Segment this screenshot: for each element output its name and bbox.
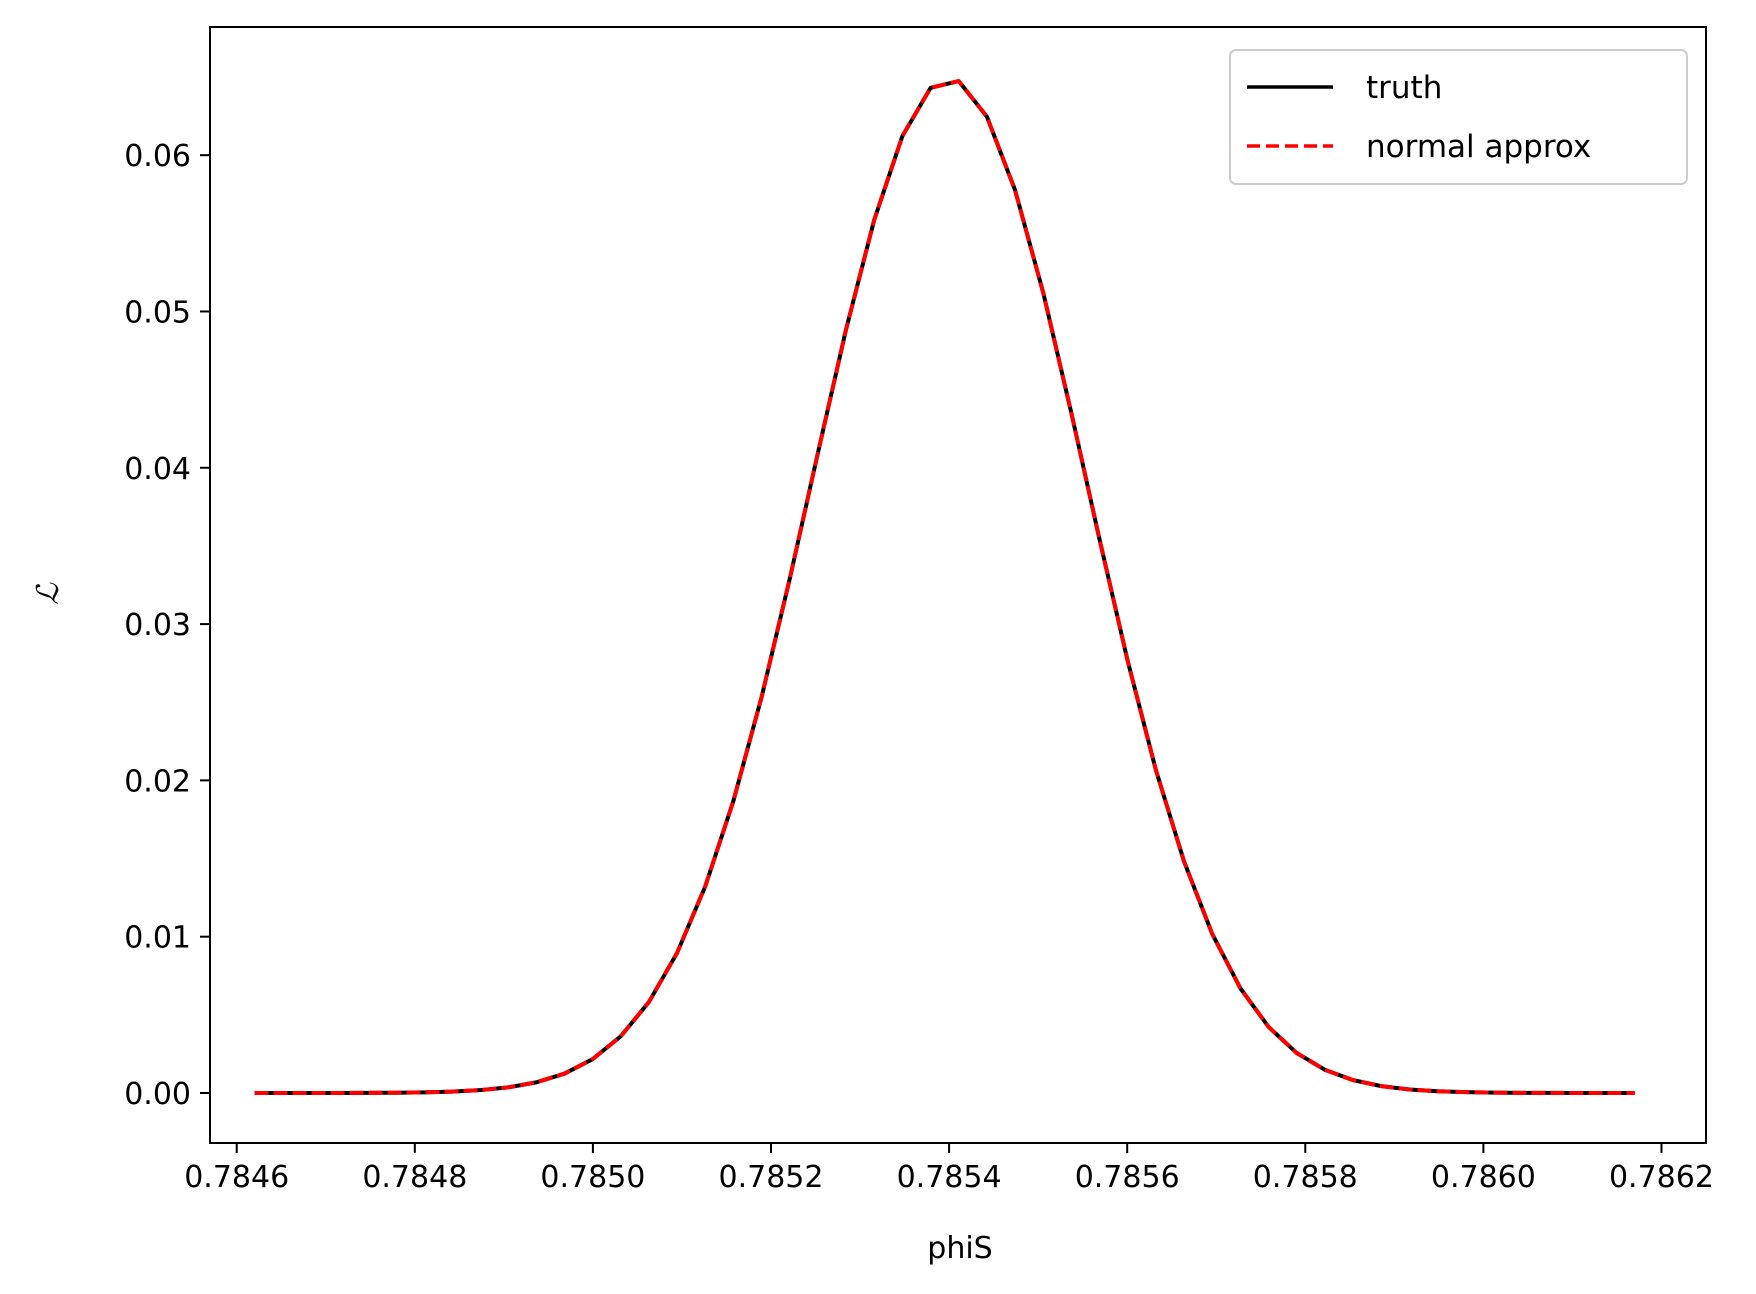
- y-tick-label: 0.00: [124, 1077, 191, 1112]
- y-tick-label: 0.05: [124, 295, 191, 330]
- x-tick-label: 0.7856: [1075, 1160, 1180, 1195]
- y-tick-label: 0.01: [124, 921, 191, 956]
- legend-label-normal-approx: normal approx: [1366, 129, 1591, 165]
- x-tick-label: 0.7852: [719, 1160, 824, 1195]
- x-tick-label: 0.7858: [1253, 1160, 1358, 1195]
- x-tick-label: 0.7862: [1609, 1160, 1714, 1195]
- x-tick-label: 0.7848: [362, 1160, 467, 1195]
- legend-label-truth: truth: [1366, 70, 1442, 106]
- y-tick-label: 0.03: [124, 608, 191, 643]
- y-axis-ticks: 0.00 0.01 0.02 0.03 0.04 0.05 0.06: [124, 139, 210, 1112]
- y-tick-label: 0.06: [124, 139, 191, 174]
- y-tick-label: 0.02: [124, 764, 191, 799]
- x-axis-ticks: 0.7846 0.7848 0.7850 0.7852 0.7854 0.7856 0.78…: [184, 1143, 1714, 1195]
- plot-background: [210, 27, 1706, 1143]
- x-tick-label: 0.7860: [1431, 1160, 1536, 1195]
- legend-box: [1229, 49, 1688, 185]
- y-axis-label: ℒ: [31, 582, 66, 605]
- x-tick-label: 0.7854: [897, 1160, 1002, 1195]
- legend: truth normal approx: [1229, 49, 1688, 185]
- y-tick-label: 0.04: [124, 452, 191, 487]
- axes-frame: [209, 26, 1707, 1144]
- plot-area: [209, 26, 1707, 1144]
- series-line-normal-approx: [254, 79, 1635, 1095]
- x-axis-label: phiS: [927, 1231, 992, 1266]
- x-tick-label: 0.7850: [540, 1160, 645, 1195]
- x-tick-label: 0.7846: [184, 1160, 289, 1195]
